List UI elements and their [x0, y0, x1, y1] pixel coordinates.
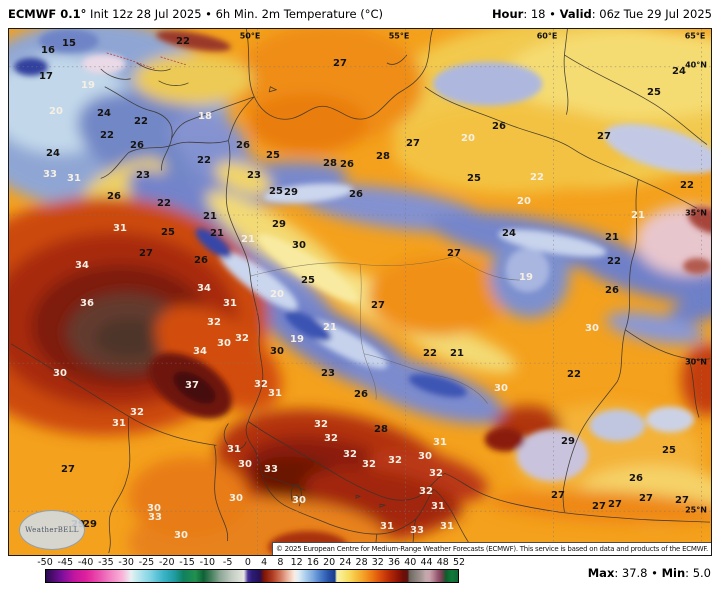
colorbar-tick: 32: [371, 557, 384, 568]
hour-value: : 18 •: [523, 7, 560, 21]
model-name: ECMWF 0.1°: [8, 7, 87, 21]
max-value: : 37.8 •: [614, 566, 662, 580]
temperature-blobs-large: [9, 29, 711, 555]
forecast-validity: Hour: 18 • Valid: 06z Tue 29 Jul 2025: [492, 7, 712, 21]
colorbar: [45, 569, 459, 583]
colorbar-tick: 12: [290, 557, 303, 568]
colorbar-tick: 4: [261, 557, 268, 568]
colorbar-tick: -50: [37, 557, 53, 568]
colorbar-tick: -10: [199, 557, 216, 568]
colorbar-tick: -5: [222, 557, 233, 568]
max-label: Max: [587, 566, 615, 580]
colorbar-tick: 48: [436, 557, 449, 568]
colorbar-tick: -30: [118, 557, 134, 568]
colorbar-tick: -35: [98, 557, 114, 568]
weatherbell-watermark: WeatherBELL: [19, 510, 85, 550]
init-and-parameter: Init 12z 28 Jul 2025 • 6h Min. 2m Temper…: [86, 7, 384, 21]
graticule: [9, 29, 711, 555]
temperature-field-svg: [9, 29, 711, 555]
valid-label: Valid: [559, 7, 592, 21]
colorbar-tick: 24: [339, 557, 352, 568]
valid-value: : 06z Tue 29 Jul 2025: [591, 7, 712, 21]
map-canvas: 16 15 17 19 20 24 22 22 26 18 22 24 33 31 23 26 22 22 27 26…: [8, 28, 712, 556]
disputed-borders: [106, 52, 187, 70]
colorbar-tick: 28: [355, 557, 368, 568]
map-title: ECMWF 0.1° Init 12z 28 Jul 2025 • 6h Min…: [8, 7, 383, 21]
colorbar-tick: 36: [388, 557, 401, 568]
colorbar-tick: 40: [404, 557, 417, 568]
colorbar-tick: 44: [420, 557, 433, 568]
min-value: : 5.0: [685, 566, 711, 580]
colorbar-tick: 0: [244, 557, 251, 568]
weatherbell-logo-text: WeatherBELL: [25, 526, 79, 534]
colorbar-tick: -40: [77, 557, 94, 568]
min-label: Min: [661, 566, 686, 580]
colorbar-tick: -25: [138, 557, 155, 568]
colorbar-tick: -20: [158, 557, 175, 568]
colorbar-tick-labels: -50 -45 -40 -35 -30 -25 -20 -15 -10 -5 0 4 8 12 16 20 24…: [37, 557, 465, 568]
copyright-notice: © 2025 European Centre for Medium-Range …: [271, 542, 711, 555]
colorbar-tick: 52: [452, 557, 466, 568]
max-min-readout: Max: 37.8 • Min: 5.0: [588, 566, 711, 580]
colorbar-tick: -45: [57, 557, 74, 568]
colorbar-tick: 20: [323, 557, 336, 568]
colorbar-tick: -15: [179, 557, 195, 568]
colorbar-tick: 8: [277, 557, 284, 568]
colorbar-tick: 16: [306, 557, 319, 568]
admin-borders: [250, 255, 520, 404]
hour-label: Hour: [491, 7, 524, 21]
header: ECMWF 0.1° Init 12z 28 Jul 2025 • 6h Min…: [0, 0, 720, 28]
temperature-blobs-small: [13, 29, 711, 555]
